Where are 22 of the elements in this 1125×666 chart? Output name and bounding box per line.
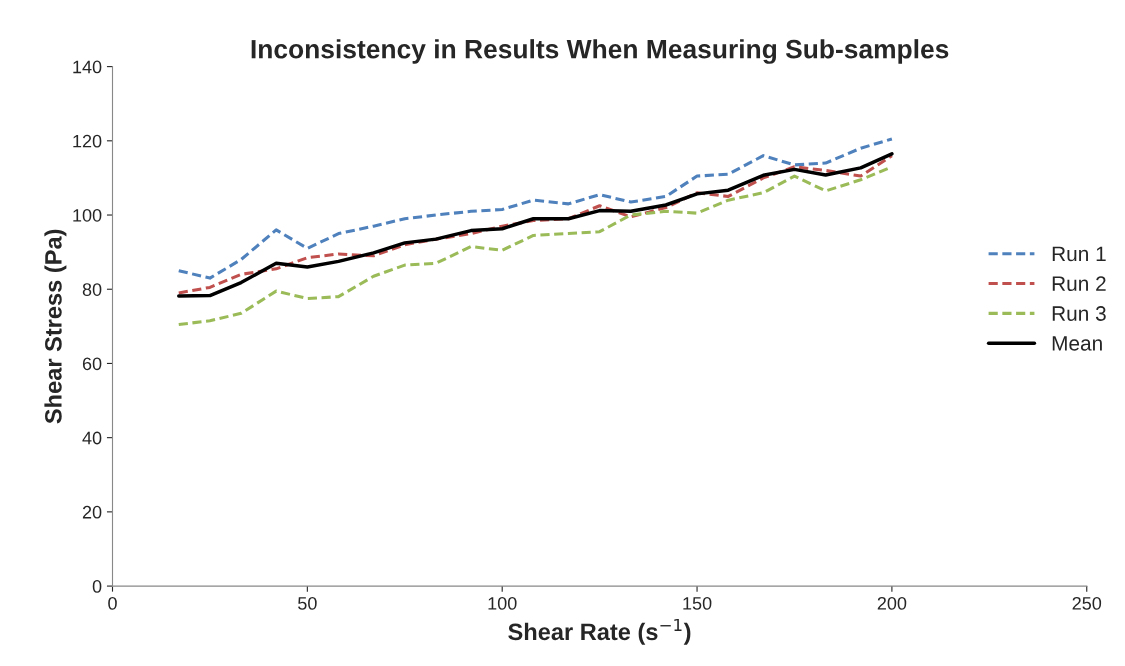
x-tick-label: 50 xyxy=(298,596,317,610)
x-tick-label: 100 xyxy=(488,596,517,610)
x-tick-label: 0 xyxy=(108,596,117,610)
line-series xyxy=(177,137,894,280)
legend-label: Run 3 xyxy=(1052,306,1106,321)
x-axis-title: Shear Rate (s$^{−1}$) xyxy=(508,618,691,645)
legend-label: Mean xyxy=(1052,336,1102,351)
y-tick-label: 40 xyxy=(82,431,102,445)
y-tick-label: 80 xyxy=(82,283,102,296)
y-tick-label: 60 xyxy=(82,357,102,371)
legend-label: Run 2 xyxy=(1052,276,1106,292)
y-tick-label: 140 xyxy=(73,60,102,74)
y-tick-label: 0 xyxy=(92,580,102,593)
legend-label: Run 1 xyxy=(1052,246,1106,262)
x-tick-label: 200 xyxy=(877,596,907,610)
y-tick-label: 120 xyxy=(73,134,102,148)
x-tick-label: 150 xyxy=(683,596,712,610)
x-tick-label: 250 xyxy=(1072,596,1102,610)
chart-title: Inconsistency in Results When Measuring Sub-samples xyxy=(251,39,949,64)
y-tick-label: 100 xyxy=(73,208,102,222)
y-tick-label: 20 xyxy=(82,505,102,519)
y-axis-title: Shear Stress (Pa) xyxy=(44,229,67,424)
